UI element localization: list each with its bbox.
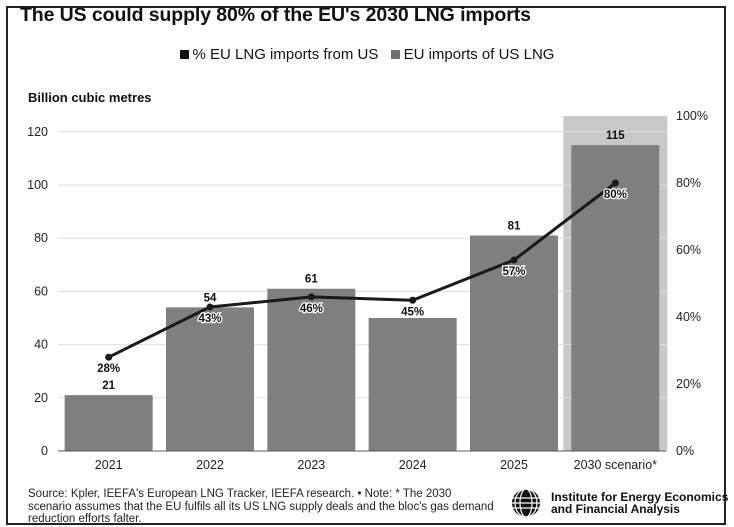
y-tick-label: 60: [34, 284, 48, 298]
org-name: Institute for Energy Economics and Finan…: [551, 489, 729, 516]
share-point: [105, 353, 113, 361]
bar-value-label: 81: [508, 221, 521, 233]
y2-tick-label: 100%: [676, 109, 708, 123]
share-point: [206, 303, 214, 311]
y2-tick-label: 80%: [676, 176, 701, 190]
org-logo: Institute for Energy Economics and Finan…: [507, 488, 728, 518]
x-tick-label: 2023: [297, 458, 325, 472]
org-name-line2: and Financial Analysis: [551, 502, 680, 516]
y-tick-label: 120: [27, 125, 48, 139]
bar-value-label: 21: [102, 380, 115, 392]
bar: [267, 288, 356, 451]
y2-tick-label: 20%: [676, 377, 701, 391]
share-value-label: 28%: [97, 363, 120, 375]
y2-tick-label: 60%: [676, 243, 701, 257]
bar-value-label: 61: [305, 274, 318, 286]
share-value-label: 80%: [604, 189, 627, 201]
share-point: [409, 296, 417, 304]
legend-label-imports: EU imports of US LNG: [403, 46, 555, 63]
chart-title: The US could supply 80% of the EU's 2030…: [20, 4, 531, 26]
legend-item-share: % EU LNG imports from US: [179, 46, 379, 63]
share-value-label: 46%: [300, 303, 323, 315]
y-tick-label: 0: [41, 444, 48, 458]
legend-label-share: % EU LNG imports from US: [192, 46, 379, 63]
x-tick-label: 2021: [95, 458, 123, 472]
y-tick-label: 40: [34, 338, 48, 352]
y-tick-label: 80: [34, 231, 48, 245]
y-tick-label: 20: [34, 391, 48, 405]
y-tick-label: 100: [27, 178, 48, 192]
x-tick-label: 2024: [399, 458, 427, 472]
bar: [368, 318, 457, 451]
share-point: [510, 256, 518, 264]
y2-tick-label: 40%: [676, 310, 701, 324]
legend: % EU LNG imports from US EU imports of U…: [0, 46, 734, 63]
bar: [64, 395, 153, 451]
bar: [166, 307, 254, 451]
x-tick-label: 2022: [196, 458, 224, 472]
x-tick-label: 2030 scenario*: [574, 458, 658, 472]
legend-item-imports: EU imports of US LNG: [390, 46, 555, 63]
share-value-label: 43%: [198, 313, 221, 325]
y-axis-unit-label: Billion cubic metres: [28, 90, 152, 105]
share-value-label: 45%: [401, 306, 424, 318]
share-point: [611, 179, 619, 187]
globe-icon: [512, 488, 540, 518]
share-point: [307, 293, 315, 301]
source-note: Source: Kpler, IEEFA's European LNG Trac…: [28, 488, 494, 525]
legend-swatch-share: [179, 50, 189, 59]
bar: [571, 145, 660, 451]
x-tick-label: 2025: [500, 458, 528, 472]
share-line: [108, 181, 617, 359]
legend-swatch-imports: [390, 50, 400, 59]
bar-value-label: 115: [606, 130, 625, 142]
y2-tick-label: 0%: [676, 444, 694, 458]
share-value-label: 57%: [502, 266, 525, 278]
org-name-line1: Institute for Energy Economics: [551, 489, 729, 504]
bar-value-label: 54: [204, 292, 217, 304]
